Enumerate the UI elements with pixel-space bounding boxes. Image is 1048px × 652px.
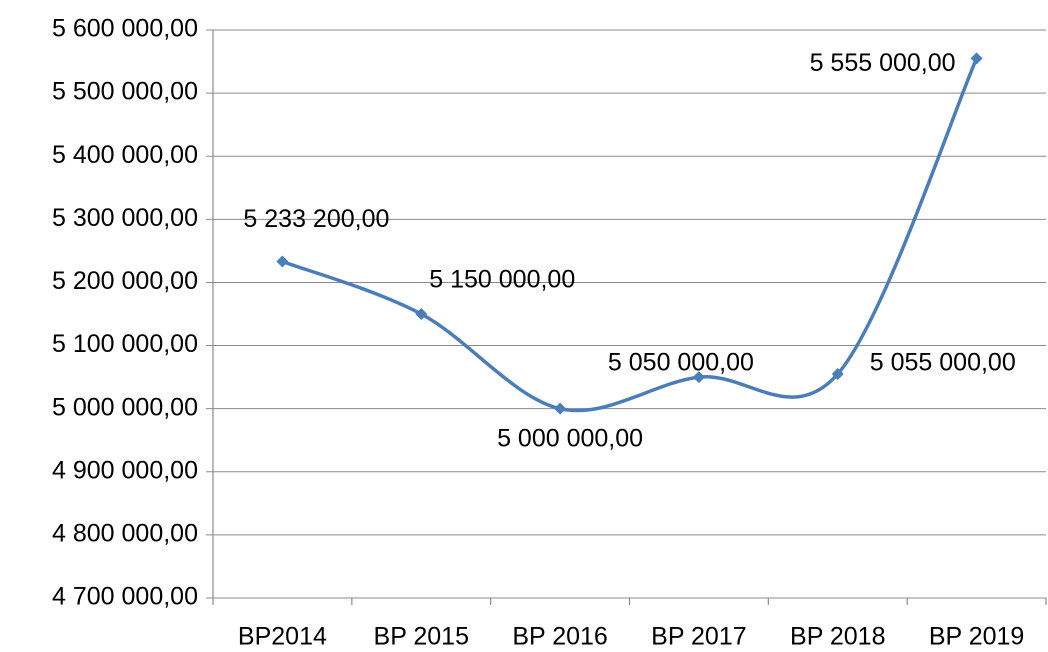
y-tick-label: 4 900 000,00: [52, 456, 198, 484]
data-label: 5 233 200,00: [243, 205, 389, 233]
marker: [692, 371, 705, 384]
y-tick-label: 4 700 000,00: [52, 583, 198, 611]
data-label: 5 055 000,00: [870, 349, 1016, 377]
y-tick-label: 5 100 000,00: [52, 330, 198, 358]
y-tick-label: 5 400 000,00: [52, 141, 198, 169]
x-tick-label: BP 2019: [929, 623, 1024, 651]
data-label: 5 150 000,00: [429, 266, 575, 294]
x-tick-label: BP2014: [238, 623, 327, 651]
data-label: 5 050 000,00: [608, 349, 754, 377]
y-tick-label: 5 600 000,00: [52, 15, 198, 43]
data-label: 5 000 000,00: [497, 424, 643, 452]
marker: [831, 367, 844, 380]
marker: [554, 402, 567, 415]
x-tick-label: BP 2015: [374, 623, 469, 651]
marker: [415, 308, 428, 320]
y-tick-label: 5 200 000,00: [52, 267, 198, 295]
marker: [276, 255, 289, 268]
y-tick-label: 4 800 000,00: [52, 519, 198, 547]
data-label: 5 555 000,00: [810, 49, 956, 77]
x-tick-label: BP 2018: [790, 623, 885, 651]
y-tick-label: 5 300 000,00: [52, 204, 198, 232]
x-tick-label: BP 2016: [512, 623, 607, 651]
marker: [970, 52, 983, 65]
x-tick-label: BP 2017: [651, 623, 746, 651]
y-tick-label: 5 000 000,00: [52, 393, 198, 421]
y-tick-label: 5 500 000,00: [52, 78, 198, 106]
